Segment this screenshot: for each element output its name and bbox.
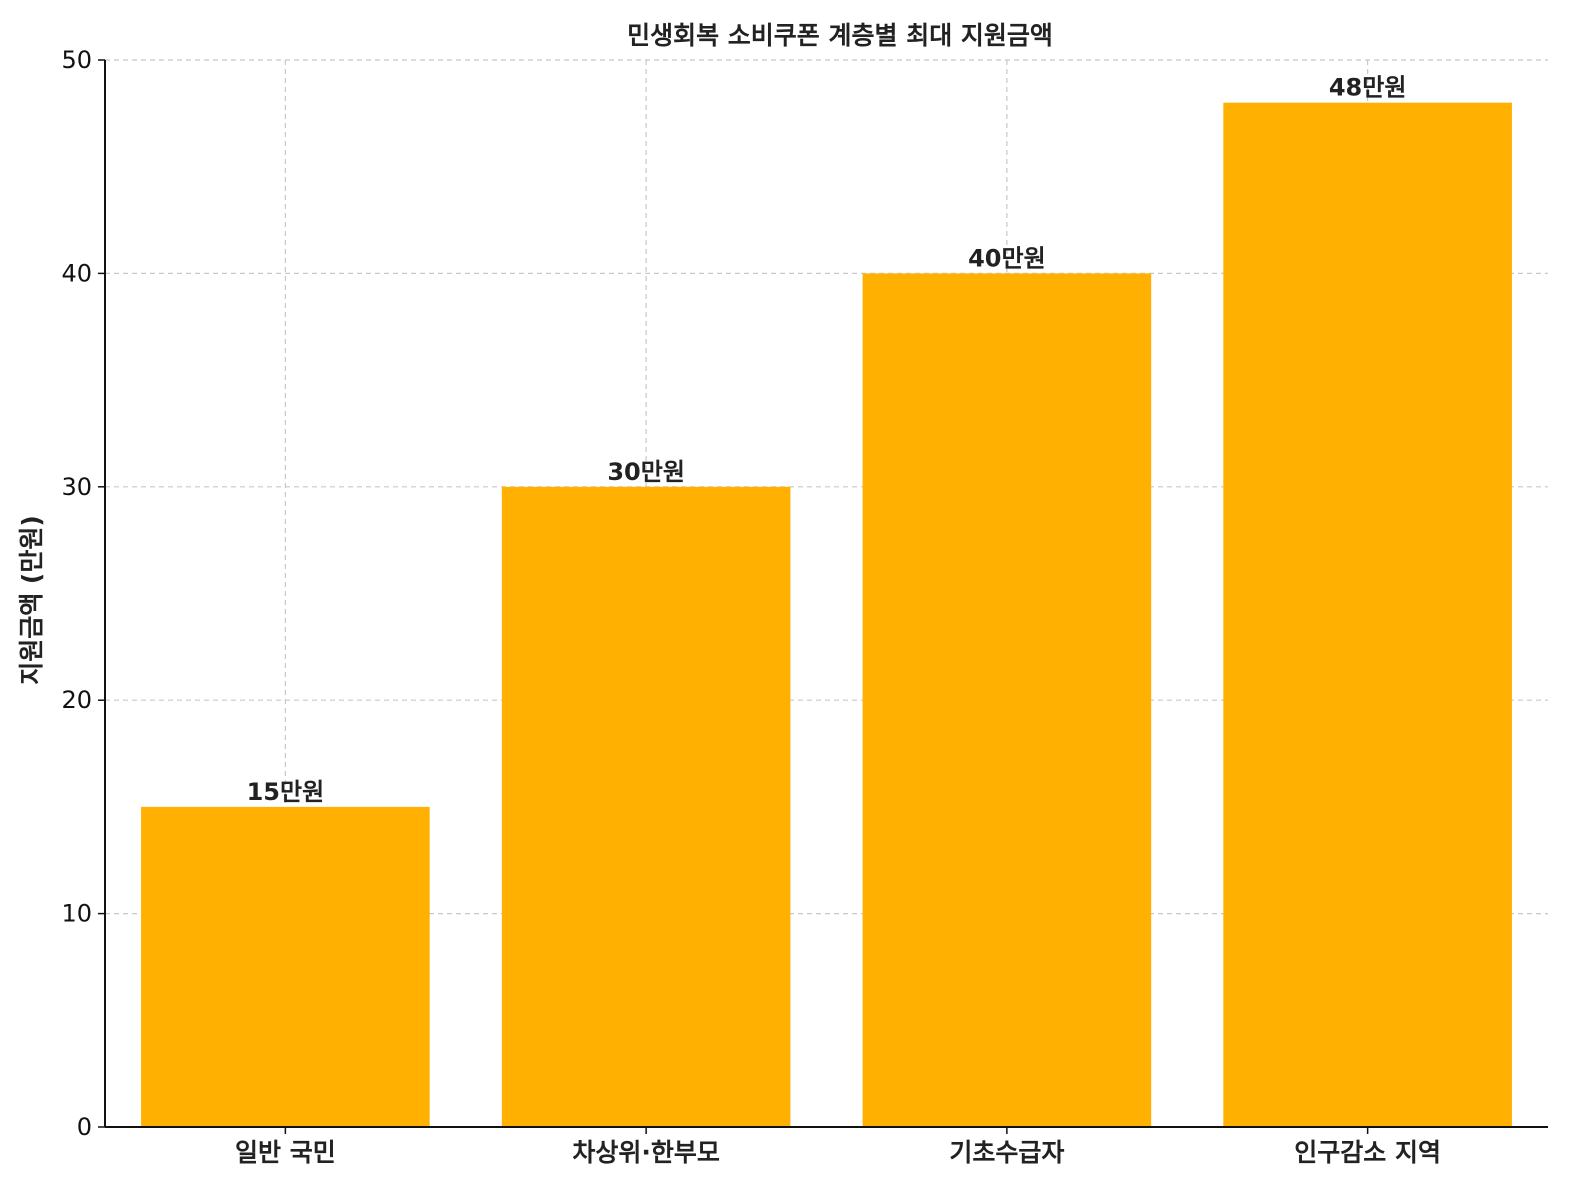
x-tick-label: 차상위·한부모 bbox=[572, 1138, 720, 1167]
y-tick-label: 20 bbox=[61, 686, 92, 714]
y-axis-label: 지원금액 (만원) bbox=[17, 515, 46, 685]
y-tick-label: 0 bbox=[77, 1113, 92, 1141]
y-tick-label: 50 bbox=[61, 46, 92, 74]
chart-title: 민생회복 소비쿠폰 계층별 최대 지원금액 bbox=[627, 21, 1053, 50]
axes bbox=[98, 59, 1548, 1134]
data-label: 48만원 bbox=[1329, 74, 1407, 102]
x-tick-label: 기초수급자 bbox=[949, 1138, 1064, 1167]
data-label: 40만원 bbox=[968, 244, 1046, 272]
y-tick-label: 30 bbox=[61, 473, 92, 501]
x-tick-label: 인구감소 지역 bbox=[1294, 1138, 1441, 1167]
bars bbox=[141, 102, 1512, 1127]
x-tick-label: 일반 국민 bbox=[235, 1138, 336, 1167]
bar bbox=[501, 486, 791, 1127]
y-tick-label: 40 bbox=[61, 259, 92, 287]
bar bbox=[141, 806, 430, 1127]
bar bbox=[1223, 102, 1512, 1127]
y-tick-label: 10 bbox=[61, 900, 92, 928]
data-label: 30만원 bbox=[607, 458, 685, 486]
bar bbox=[862, 273, 1152, 1127]
data-label: 15만원 bbox=[247, 778, 325, 806]
